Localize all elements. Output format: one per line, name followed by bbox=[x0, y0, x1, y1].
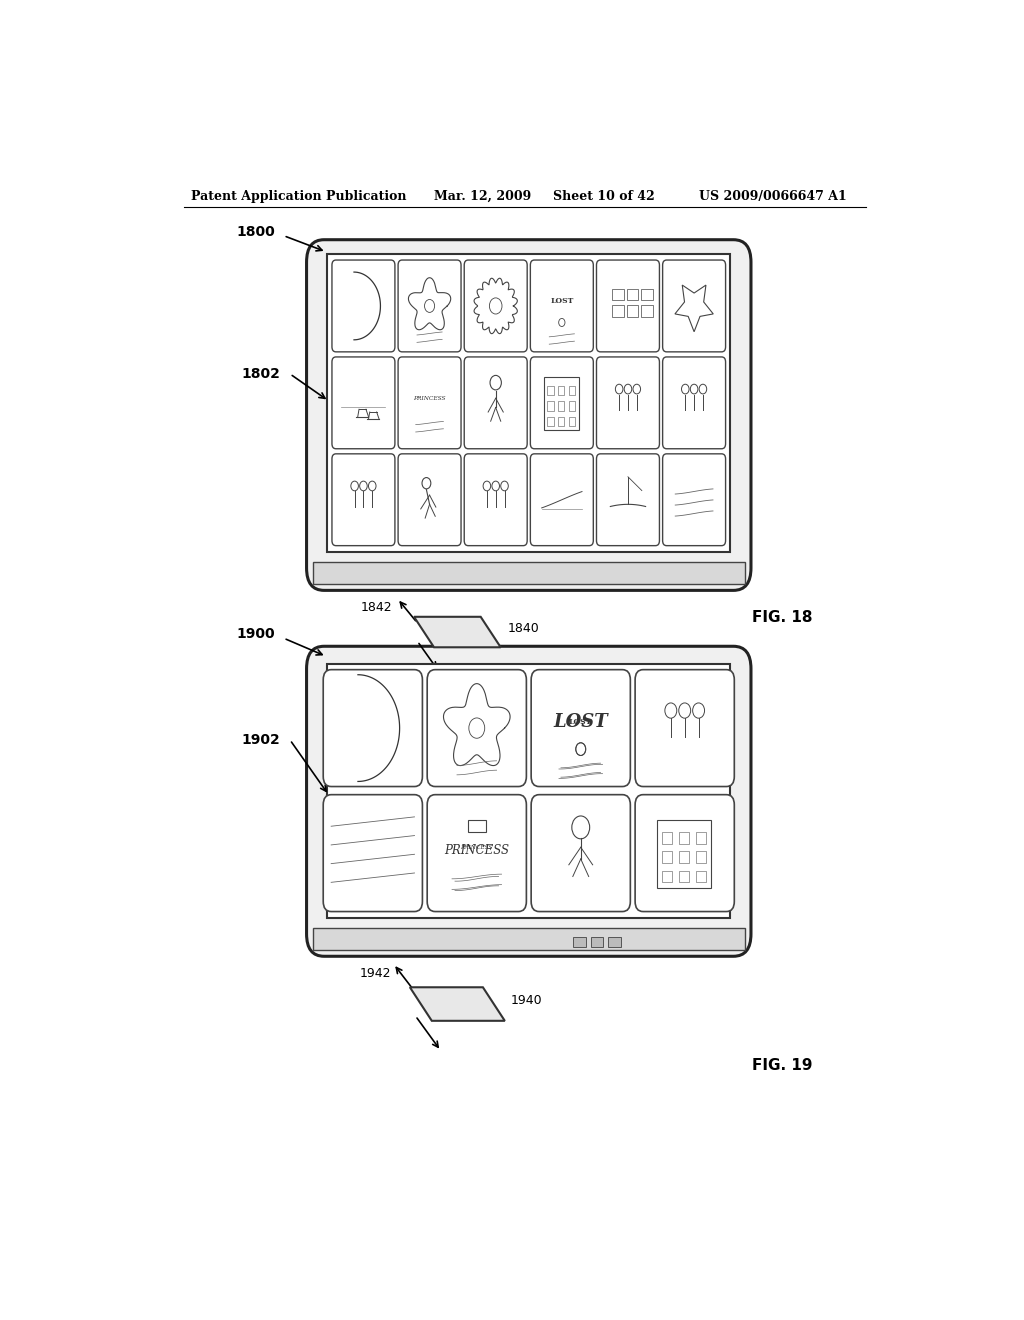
FancyBboxPatch shape bbox=[635, 669, 734, 787]
FancyBboxPatch shape bbox=[332, 454, 395, 545]
Bar bbox=[591, 937, 603, 948]
Bar bbox=[544, 378, 579, 430]
Text: PRINCESS: PRINCESS bbox=[444, 845, 509, 857]
Bar bbox=[558, 401, 564, 411]
Bar bbox=[313, 562, 744, 585]
FancyBboxPatch shape bbox=[663, 454, 726, 545]
Bar bbox=[608, 937, 621, 948]
Bar bbox=[612, 305, 624, 317]
Bar bbox=[548, 401, 554, 411]
Bar bbox=[662, 832, 672, 843]
Text: 1942: 1942 bbox=[360, 968, 391, 981]
Bar bbox=[328, 664, 730, 917]
Bar bbox=[468, 821, 485, 832]
FancyBboxPatch shape bbox=[597, 454, 659, 545]
Bar bbox=[328, 253, 730, 552]
Bar bbox=[657, 821, 712, 888]
Text: 1902: 1902 bbox=[242, 733, 281, 747]
Bar bbox=[558, 417, 564, 426]
Text: FIG. 18: FIG. 18 bbox=[753, 610, 813, 626]
FancyBboxPatch shape bbox=[530, 454, 593, 545]
Text: LOST: LOST bbox=[550, 297, 573, 305]
Bar bbox=[627, 305, 638, 317]
FancyBboxPatch shape bbox=[398, 454, 461, 545]
Text: Patent Application Publication: Patent Application Publication bbox=[191, 190, 407, 202]
Bar bbox=[696, 871, 706, 882]
Bar bbox=[569, 387, 575, 396]
FancyBboxPatch shape bbox=[530, 260, 593, 352]
FancyBboxPatch shape bbox=[332, 356, 395, 449]
Bar bbox=[548, 417, 554, 426]
Text: Sheet 10 of 42: Sheet 10 of 42 bbox=[553, 190, 654, 202]
FancyBboxPatch shape bbox=[398, 356, 461, 449]
Text: 1802: 1802 bbox=[242, 367, 281, 381]
Bar bbox=[662, 871, 672, 882]
FancyBboxPatch shape bbox=[663, 356, 726, 449]
FancyBboxPatch shape bbox=[464, 260, 527, 352]
FancyBboxPatch shape bbox=[398, 260, 461, 352]
Text: PRINCESS: PRINCESS bbox=[461, 845, 493, 850]
FancyBboxPatch shape bbox=[530, 356, 593, 449]
Bar bbox=[696, 851, 706, 863]
Bar bbox=[548, 387, 554, 396]
FancyBboxPatch shape bbox=[464, 454, 527, 545]
Text: Mar. 12, 2009: Mar. 12, 2009 bbox=[433, 190, 530, 202]
Text: 1800: 1800 bbox=[237, 224, 274, 239]
FancyBboxPatch shape bbox=[597, 356, 659, 449]
FancyBboxPatch shape bbox=[324, 795, 423, 912]
FancyBboxPatch shape bbox=[635, 795, 734, 912]
FancyBboxPatch shape bbox=[427, 669, 526, 787]
Bar bbox=[679, 832, 689, 843]
Text: 1900: 1900 bbox=[237, 627, 274, 642]
Text: 1840: 1840 bbox=[507, 623, 539, 635]
Bar bbox=[569, 401, 575, 411]
Text: US 2009/0066647 A1: US 2009/0066647 A1 bbox=[699, 190, 847, 202]
Bar bbox=[662, 851, 672, 863]
FancyBboxPatch shape bbox=[597, 260, 659, 352]
Text: LOST: LOST bbox=[553, 713, 608, 731]
Bar bbox=[679, 851, 689, 863]
Bar bbox=[679, 871, 689, 882]
Bar bbox=[558, 387, 564, 396]
FancyBboxPatch shape bbox=[427, 795, 526, 912]
FancyBboxPatch shape bbox=[464, 356, 527, 449]
FancyBboxPatch shape bbox=[306, 240, 751, 590]
Text: LOST: LOST bbox=[569, 718, 593, 726]
Text: 1842: 1842 bbox=[360, 601, 392, 614]
Bar bbox=[569, 417, 575, 426]
Text: FIG. 19: FIG. 19 bbox=[753, 1057, 813, 1073]
Bar bbox=[696, 832, 706, 843]
Bar bbox=[627, 289, 638, 301]
Polygon shape bbox=[414, 616, 501, 647]
FancyBboxPatch shape bbox=[306, 647, 751, 956]
Text: 1940: 1940 bbox=[510, 994, 542, 1007]
FancyBboxPatch shape bbox=[332, 260, 395, 352]
Bar bbox=[612, 289, 624, 301]
FancyBboxPatch shape bbox=[324, 669, 423, 787]
Bar bbox=[641, 289, 652, 301]
Polygon shape bbox=[410, 987, 505, 1020]
FancyBboxPatch shape bbox=[531, 795, 631, 912]
Bar bbox=[573, 937, 586, 948]
Bar bbox=[641, 305, 652, 317]
Text: PRINCESS: PRINCESS bbox=[414, 396, 445, 401]
Bar bbox=[313, 928, 744, 950]
FancyBboxPatch shape bbox=[663, 260, 726, 352]
FancyBboxPatch shape bbox=[531, 669, 631, 787]
